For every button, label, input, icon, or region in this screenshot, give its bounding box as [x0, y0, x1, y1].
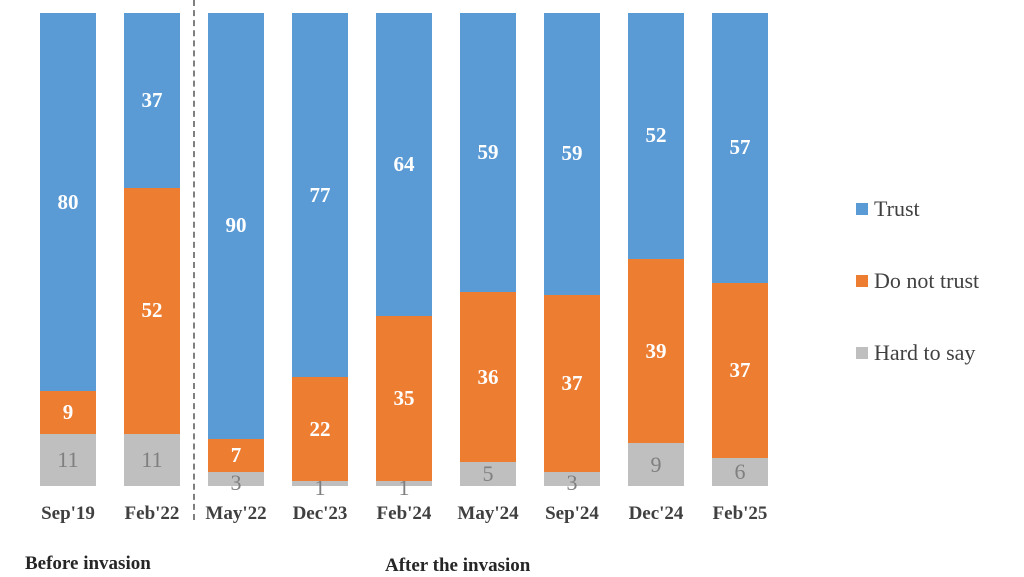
bar-sep24: 3 37 59: [544, 13, 600, 495]
segment-hard: 9: [628, 443, 684, 486]
category-label: Feb'24: [376, 503, 432, 524]
segment-distrust: 35: [376, 315, 432, 482]
trust-swatch-icon: [856, 203, 868, 215]
segment-trust: 37: [124, 13, 180, 188]
legend-item-hard: Hard to say: [856, 340, 975, 366]
segment-distrust: 37: [712, 282, 768, 458]
segment-distrust: 52: [124, 188, 180, 434]
segment-distrust: 9: [40, 391, 96, 434]
bar-sep19: 11 9 80: [40, 13, 96, 486]
legend-label: Hard to say: [874, 340, 976, 365]
bar-feb25: 6 37 57: [712, 13, 768, 486]
data-label: 7: [230, 442, 242, 467]
data-label: 37: [561, 370, 583, 395]
data-label: 64: [393, 151, 415, 176]
data-label: 6: [734, 458, 746, 484]
segment-hard: 1: [376, 475, 432, 500]
data-label: 36: [477, 364, 499, 389]
segment-trust: 64: [376, 13, 432, 316]
group-label-before: Before invasion: [25, 553, 151, 574]
data-label: 52: [645, 123, 667, 148]
category-label: Dec'24: [628, 503, 684, 524]
data-label: 9: [62, 400, 74, 425]
data-label: 35: [393, 385, 415, 410]
segment-distrust: 36: [460, 292, 516, 463]
data-label: 1: [398, 474, 410, 500]
segment-distrust: 39: [628, 258, 684, 444]
segment-distrust: 37: [544, 294, 600, 472]
data-label: 11: [141, 446, 163, 472]
bar-dec23: 1 22 77: [292, 13, 348, 500]
data-label: 90: [225, 213, 247, 238]
bar-dec24: 9 39 52: [628, 13, 684, 486]
segment-trust: 80: [40, 13, 96, 392]
bar-feb24: 1 35 64: [376, 13, 432, 500]
group-label-after: After the invasion: [385, 555, 531, 576]
legend-item-distrust: Do not trust: [856, 268, 979, 294]
bar-feb22: 11 52 37: [124, 13, 180, 486]
bar-may24: 5 36 59: [460, 13, 516, 486]
data-label: 3: [230, 469, 242, 495]
segment-trust: 52: [628, 13, 684, 259]
segment-trust: 90: [208, 13, 264, 439]
data-label: 11: [57, 446, 79, 472]
legend-label: Trust: [874, 196, 920, 221]
data-label: 77: [309, 182, 331, 207]
data-label: 1: [314, 474, 326, 500]
data-label: 37: [729, 357, 751, 382]
data-label: 5: [482, 461, 494, 487]
segment-trust: 59: [544, 13, 600, 295]
data-label: 39: [645, 338, 667, 363]
segment-hard: 5: [460, 461, 516, 487]
segment-trust: 59: [460, 13, 516, 293]
invasion-divider-line: [193, 0, 195, 520]
segment-hard: 3: [208, 470, 264, 495]
segment-distrust: 22: [292, 377, 348, 482]
data-label: 9: [650, 451, 662, 477]
data-label: 52: [141, 298, 163, 323]
distrust-swatch-icon: [856, 275, 868, 287]
segment-hard: 6: [712, 457, 768, 486]
category-label: Dec'23: [292, 503, 348, 524]
category-label: Feb'22: [124, 503, 180, 524]
bar-may22: 3 7 90: [208, 13, 264, 495]
data-label: 37: [141, 88, 163, 112]
data-label: 3: [566, 469, 578, 495]
segment-distrust: 7: [208, 438, 264, 472]
segment-hard: 11: [40, 433, 96, 486]
data-label: 59: [477, 140, 499, 165]
data-label: 22: [309, 416, 331, 441]
category-label: May'22: [205, 503, 267, 524]
segment-hard: 3: [544, 470, 600, 495]
data-label: 80: [57, 189, 79, 214]
segment-hard: 1: [292, 475, 348, 500]
legend-label: Do not trust: [874, 268, 980, 293]
data-label: 59: [561, 141, 583, 166]
category-label: Sep'19: [41, 503, 95, 524]
hard-to-say-swatch-icon: [856, 347, 868, 359]
category-label: May'24: [457, 503, 519, 524]
data-label: 57: [729, 135, 751, 160]
segment-trust: 77: [292, 13, 348, 378]
category-label: Sep'24: [545, 503, 599, 524]
segment-hard: 11: [124, 433, 180, 486]
category-label: Feb'25: [712, 503, 768, 524]
segment-trust: 57: [712, 13, 768, 283]
legend-item-trust: Trust: [856, 196, 920, 222]
